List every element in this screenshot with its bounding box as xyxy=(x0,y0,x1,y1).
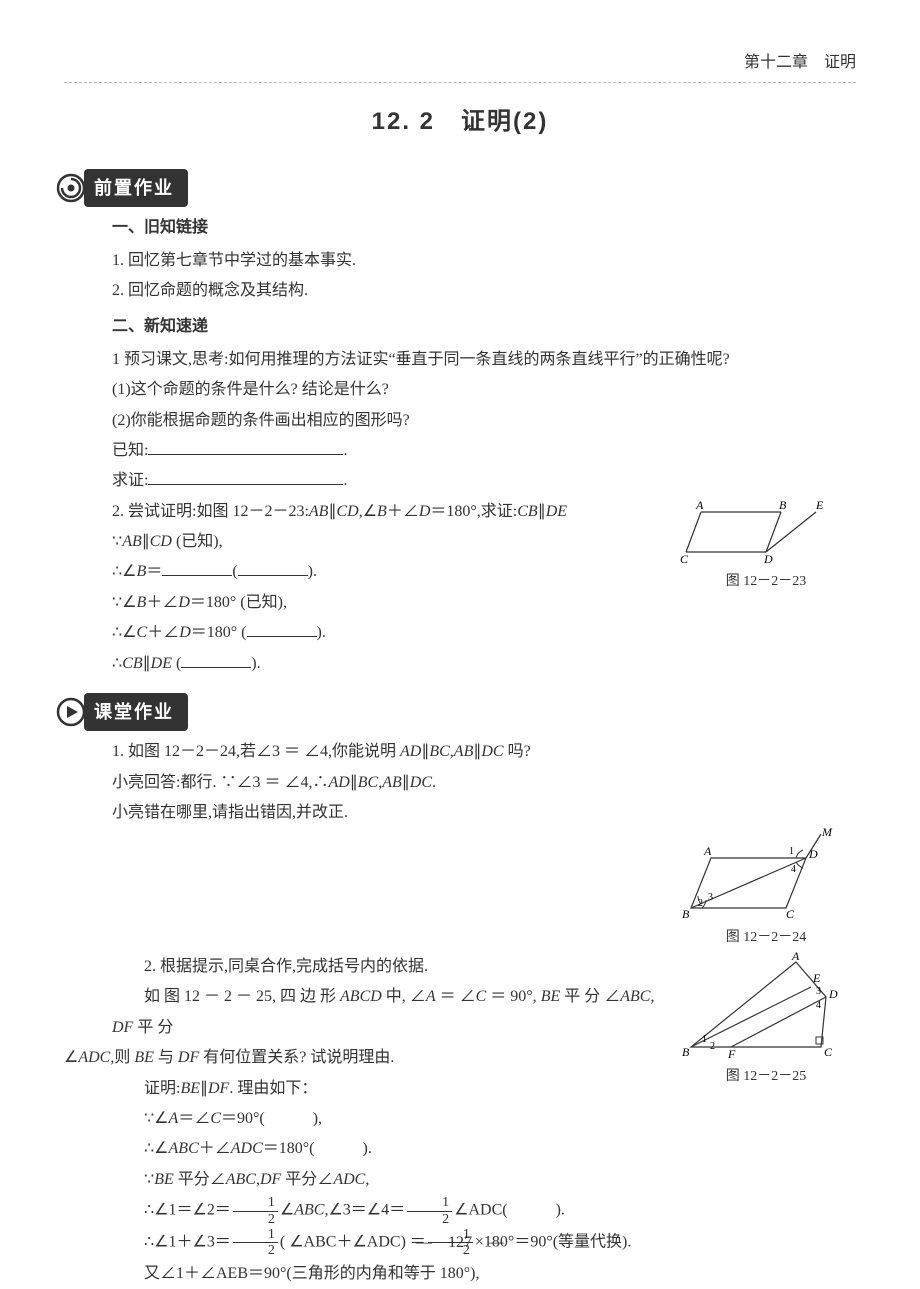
play-icon xyxy=(56,697,86,727)
svg-text:1: 1 xyxy=(702,1034,707,1045)
blank xyxy=(148,468,343,485)
svg-text:F: F xyxy=(727,1047,736,1061)
section-label-pre: 前置作业 xyxy=(84,169,188,207)
prove-line: 求证:. xyxy=(112,466,848,496)
l3: ∵∠B＋∠D＝180° (已知), xyxy=(112,588,676,618)
p2: 2. 回忆命题的概念及其结构. xyxy=(112,276,848,306)
pf1: 证明:BE∥DF. 理由如下： xyxy=(112,1074,676,1104)
heading-new: 二、新知速递 xyxy=(112,312,856,342)
pf2: ∵∠A＝∠C＝90°( ), xyxy=(112,1104,676,1134)
svg-text:M: M xyxy=(821,828,833,839)
svg-text:B: B xyxy=(682,907,690,921)
p3: 1 预习课文,思考:如何用推理的方法证实“垂直于同一条直线的两条直线平行”的正确… xyxy=(112,345,848,375)
svg-text:1: 1 xyxy=(789,846,794,857)
pf7: 又∠1＋∠AEB＝90°(三角形的内角和等于 180°), xyxy=(112,1259,848,1289)
q2a: 2. 根据提示,同桌合作,完成括号内的依据. xyxy=(112,952,676,982)
blank xyxy=(238,559,308,576)
given-line: 已知:. xyxy=(112,436,848,466)
svg-text:D: D xyxy=(763,552,773,566)
svg-text:D: D xyxy=(808,847,818,861)
svg-text:E: E xyxy=(812,971,821,985)
blank xyxy=(162,559,232,576)
fig25-caption: 图 12－2－25 xyxy=(676,1064,856,1091)
figure-12-2-25: A B C D E F 1 2 3 4 图 12－2－25 xyxy=(676,952,856,1091)
svg-text:2: 2 xyxy=(698,898,703,909)
pf3: ∴∠ABC＋∠ADC＝180°( ). xyxy=(112,1134,676,1164)
svg-text:4: 4 xyxy=(816,1000,821,1011)
blank xyxy=(181,651,251,668)
header-rule xyxy=(64,82,856,83)
p4: (1)这个命题的条件是什么? 结论是什么? xyxy=(112,375,848,405)
p1: 1. 回忆第七章节中学过的基本事实. xyxy=(112,246,848,276)
fig24-caption: 图 12－2－24 xyxy=(676,925,856,952)
pf5: ∴∠1＝∠2＝12∠ABC,∠3＝∠4＝12∠ADC( ). xyxy=(112,1195,848,1227)
prove-label: 求证: xyxy=(112,472,148,489)
fig25-svg: A B C D E F 1 2 3 4 xyxy=(676,952,841,1062)
fig24-row: M A D B C 1 4 2 3 图 12－2－24 xyxy=(112,828,856,952)
figure-12-2-23: A B C D E 图 12－2－23 xyxy=(676,497,856,596)
p6: 2. 尝试证明:如图 12－2－23:AB∥CD,∠B＋∠D＝180°,求证:C… xyxy=(112,497,676,527)
svg-text:B: B xyxy=(779,498,787,512)
given-label: 已知: xyxy=(112,442,148,459)
svg-text:3: 3 xyxy=(816,986,821,997)
page: 第十二章 证明 12. 2 证明(2) 前置作业 一、旧知链接 1. 回忆第七章… xyxy=(0,0,920,1282)
fig23-svg: A B C D E xyxy=(676,497,846,567)
l1: ∵AB∥CD (已知), xyxy=(112,527,676,557)
fig23-caption: 图 12－2－23 xyxy=(676,569,856,596)
page-number: — 127 — xyxy=(0,1228,920,1258)
svg-text:C: C xyxy=(786,907,795,921)
svg-text:B: B xyxy=(682,1045,690,1059)
l4: ∴∠C＋∠D＝180° (). xyxy=(112,618,676,648)
q1-line3: 小亮错在哪里,请指出错因,并改正. xyxy=(112,798,848,828)
svg-text:3: 3 xyxy=(708,892,713,903)
svg-text:2: 2 xyxy=(710,1041,715,1052)
l5: ∴CB∥DE (). xyxy=(112,649,676,679)
section-label-class: 课堂作业 xyxy=(84,693,188,731)
svg-text:A: A xyxy=(791,952,800,963)
svg-text:4: 4 xyxy=(791,864,796,875)
chapter-header: 第十二章 证明 xyxy=(64,48,856,78)
q2b: 如 图 12 － 2 － 25, 四 边 形 ABCD 中, ∠A ＝ ∠C ＝… xyxy=(112,982,676,1043)
svg-text:D: D xyxy=(828,987,838,1001)
page-title: 12. 2 证明(2) xyxy=(64,99,856,145)
section-badge-class: 课堂作业 xyxy=(56,693,856,731)
svg-text:C: C xyxy=(824,1045,833,1059)
p5: (2)你能根据命题的条件画出相应的图形吗? xyxy=(112,406,848,436)
svg-text:E: E xyxy=(815,498,824,512)
figure-12-2-24: M A D B C 1 4 2 3 图 12－2－24 xyxy=(676,828,856,952)
svg-text:A: A xyxy=(695,498,704,512)
svg-text:A: A xyxy=(703,844,712,858)
svg-text:C: C xyxy=(680,552,689,566)
l2: ∴∠B＝(). xyxy=(112,557,676,587)
q2-block: 2. 根据提示,同桌合作,完成括号内的依据. 如 图 12 － 2 － 25, … xyxy=(112,952,856,1195)
blank xyxy=(247,620,317,637)
blank xyxy=(148,438,343,455)
section-badge-pre: 前置作业 xyxy=(56,169,856,207)
q1-line1: 1. 如图 12－2－24,若∠3 ＝ ∠4,你能说明 AD∥BC,AB∥DC … xyxy=(112,737,848,767)
proof-row-1: 2. 尝试证明:如图 12－2－23:AB∥CD,∠B＋∠D＝180°,求证:C… xyxy=(112,497,856,679)
swirl-icon xyxy=(56,173,86,203)
q1-line2: 小亮回答:都行. ∵∠3 ＝ ∠4,∴AD∥BC,AB∥DC. xyxy=(112,768,848,798)
heading-old: 一、旧知链接 xyxy=(112,213,856,243)
fig24-svg: M A D B C 1 4 2 3 xyxy=(676,828,836,923)
pf4: ∵BE 平分∠ABC,DF 平分∠ADC, xyxy=(112,1165,676,1195)
q2c: ∠ADC,则 BE 与 DF 有何位置关系? 试说明理由. xyxy=(64,1043,676,1073)
